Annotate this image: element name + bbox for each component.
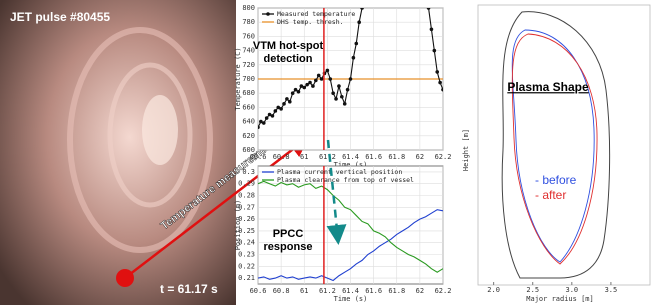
- data-point: [265, 116, 269, 120]
- data-point: [279, 107, 283, 111]
- legend-label: Plasma current vertical position: [277, 168, 402, 176]
- data-point: [349, 77, 353, 81]
- data-point: [334, 97, 338, 101]
- x-tick-label: 3.5: [605, 286, 618, 294]
- data-point: [438, 81, 442, 85]
- data-point: [340, 95, 344, 99]
- legend-label: Measured temperature: [277, 10, 355, 18]
- annotation: VTM hot-spot: [253, 40, 324, 52]
- annotation: detection: [264, 53, 313, 65]
- x-tick-label: 61.2: [319, 153, 336, 161]
- y-tick-label: 0.29: [238, 180, 255, 188]
- data-point: [346, 88, 350, 92]
- x-tick-label: 60.8: [273, 153, 290, 161]
- y-tick-label: 0.23: [238, 251, 255, 259]
- y-tick-label: 800: [242, 4, 255, 12]
- x-tick-label: 2.0: [487, 286, 500, 294]
- x-tick-label: 61.8: [388, 287, 405, 295]
- legend-label: - after: [535, 188, 566, 202]
- y-tick-label: 720: [242, 61, 255, 69]
- y-tick-label: 660: [242, 103, 255, 111]
- legend-label: - before: [535, 173, 577, 187]
- data-point: [357, 20, 361, 24]
- x-tick-label: 2.5: [526, 286, 539, 294]
- x-tick-label: 60.6: [250, 287, 267, 295]
- data-point: [285, 97, 289, 101]
- camera-label: JET pulse #80455: [10, 10, 110, 24]
- x-tick-label: 62: [416, 287, 424, 295]
- y-tick-label: 680: [242, 89, 255, 97]
- data-point: [288, 100, 292, 104]
- plasma-frame: [478, 5, 650, 285]
- x-tick-label: 61.4: [342, 287, 359, 295]
- x-tick-label: 60.8: [273, 287, 290, 295]
- figure: JET pulse #80455 t = 61.17 s Temperature…: [0, 0, 657, 305]
- hot-spot: [116, 269, 134, 287]
- x-tick-label: 61.2: [319, 287, 336, 295]
- data-point: [282, 102, 286, 106]
- data-point: [354, 42, 358, 46]
- data-point: [326, 69, 330, 73]
- x-tick-label: 61.6: [365, 153, 382, 161]
- data-point: [343, 102, 347, 106]
- y-tick-label: 0.28: [238, 192, 255, 200]
- x-tick-label: 62.2: [435, 287, 452, 295]
- y-tick-label: 780: [242, 18, 255, 26]
- data-point: [297, 90, 301, 94]
- data-point: [433, 49, 437, 53]
- legend-marker: [266, 12, 270, 16]
- line-chart: 0.210.220.230.240.250.260.270.280.290.36…: [234, 166, 451, 303]
- data-point: [308, 81, 312, 85]
- data-point: [430, 28, 434, 32]
- data-point: [331, 91, 335, 95]
- y-tick-label: 700: [242, 75, 255, 83]
- legend-label: Plasma clearance from top of vessel: [277, 176, 414, 184]
- data-point: [305, 83, 309, 87]
- x-tick-label: 61.8: [388, 153, 405, 161]
- y-axis-label: Height [m]: [462, 129, 470, 171]
- data-point: [337, 84, 341, 88]
- x-tick-label: 60.6: [250, 153, 267, 161]
- data-point: [328, 77, 332, 81]
- x-tick-label: 61.4: [342, 153, 359, 161]
- data-point: [352, 56, 356, 60]
- x-axis-label: Major radius [m]: [526, 295, 593, 303]
- x-tick-label: 62.2: [435, 153, 452, 161]
- data-point: [311, 84, 315, 88]
- data-point: [317, 74, 321, 78]
- annotation: response: [264, 241, 313, 253]
- data-point: [314, 79, 318, 83]
- data-point: [274, 109, 278, 113]
- x-tick-label: 62: [416, 153, 424, 161]
- x-tick-label: 61: [300, 287, 308, 295]
- data-point: [435, 70, 439, 74]
- annotation: PPCC: [273, 228, 304, 240]
- x-tick-label: 3.0: [565, 286, 578, 294]
- plasma-title: Plasma Shape: [507, 80, 589, 94]
- x-tick-label: 61: [300, 153, 308, 161]
- camera-image: [0, 0, 236, 305]
- data-point: [302, 86, 306, 90]
- y-axis-label: Temperature (C): [234, 47, 242, 110]
- data-point: [294, 88, 298, 92]
- y-axis-label: Position (m): [234, 200, 242, 251]
- data-point: [320, 77, 324, 81]
- vessel-core: [142, 95, 178, 165]
- y-tick-label: 0.21: [238, 274, 255, 282]
- plasma-panel: Plasma Shape Height [m] Major radius [m]…: [462, 5, 650, 303]
- data-point: [262, 121, 266, 125]
- legend-label: DHS temp. thresh.: [277, 18, 344, 26]
- data-point: [441, 88, 445, 92]
- x-axis-label: Time (s): [334, 295, 368, 303]
- x-tick-label: 61.6: [365, 287, 382, 295]
- data-point: [256, 125, 260, 129]
- y-tick-label: 620: [242, 132, 255, 140]
- camera-time: t = 61.17 s: [160, 282, 218, 296]
- y-tick-label: 0.22: [238, 262, 255, 270]
- y-tick-label: 0.3: [242, 168, 255, 176]
- data-point: [271, 114, 275, 118]
- y-tick-label: 640: [242, 118, 255, 126]
- data-point: [291, 91, 295, 95]
